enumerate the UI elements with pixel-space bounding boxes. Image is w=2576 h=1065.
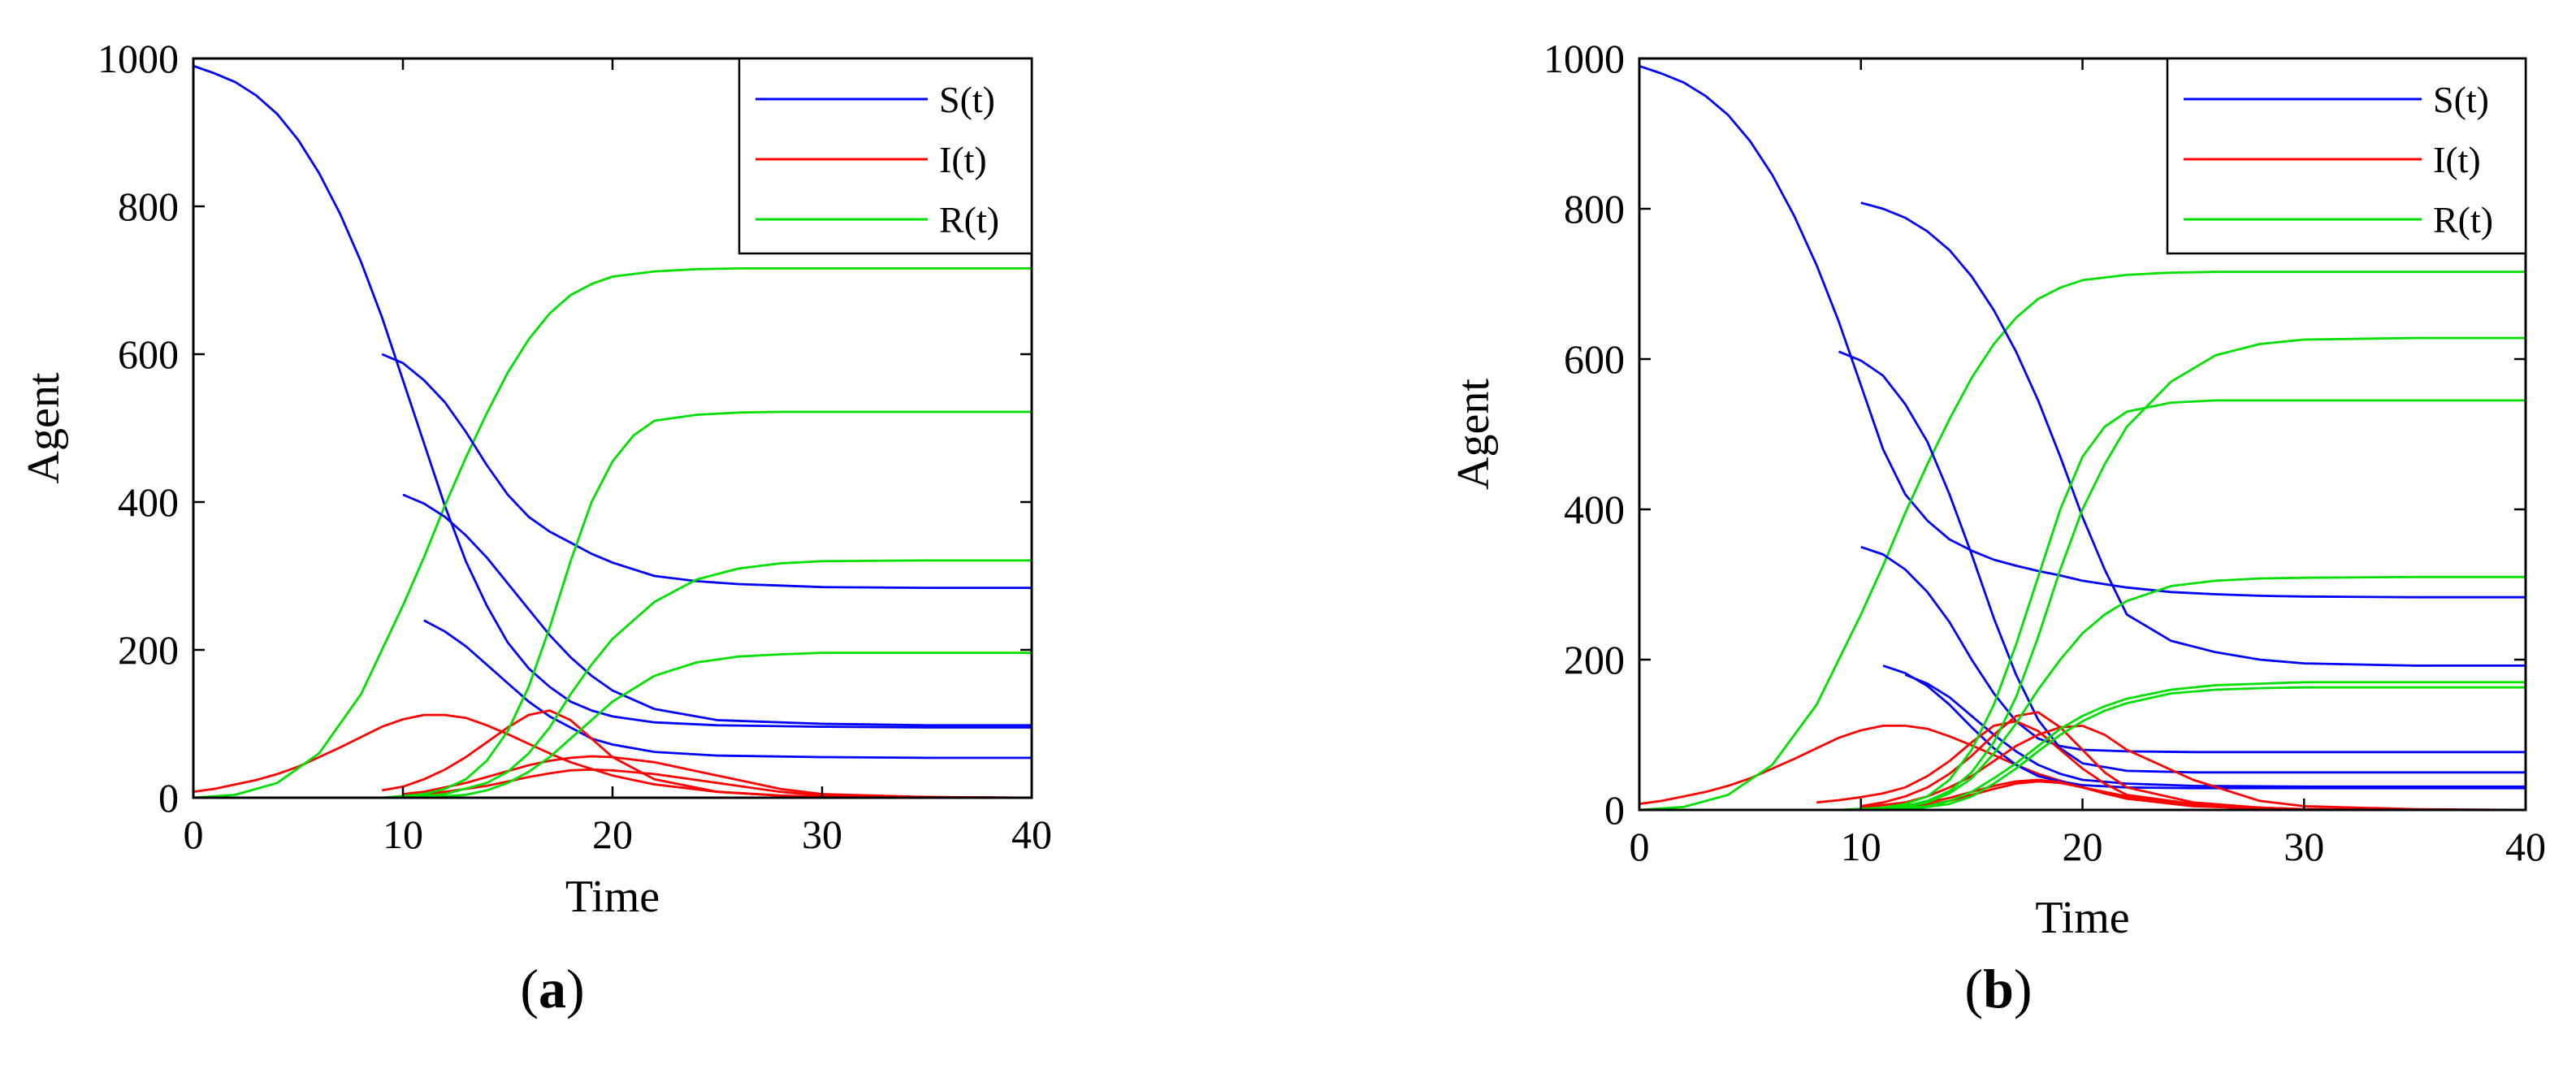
series-line-r-11 — [423, 652, 1032, 798]
series-line-r-2 — [1639, 271, 2526, 810]
series-line-r-13 — [1838, 399, 2526, 810]
series-line-s-0 — [1639, 64, 2526, 599]
x-tick-label: 30 — [2284, 824, 2324, 869]
panel-label: (a) — [520, 958, 584, 1020]
series-line-r-14 — [1860, 336, 2526, 810]
series-line-s-5 — [1860, 545, 2526, 754]
panel-a: 0 10 20 30 4002004006008001000TimeAgentS(t)I… — [19, 36, 1052, 1020]
x-axis-label: Time — [565, 872, 660, 922]
x-tick-label: 0 — [184, 812, 204, 857]
series-line-r-16 — [1882, 681, 2526, 810]
legend-box — [2166, 57, 2527, 255]
series-line-s-0 — [193, 64, 1032, 729]
x-axis-label: Time — [2035, 893, 2129, 943]
series-line-s-5 — [423, 619, 1032, 760]
series-line-r-17 — [1905, 686, 2526, 810]
series-line-i-6 — [381, 709, 1032, 798]
x-tick-label: 10 — [383, 812, 423, 857]
series-line-r-9 — [382, 410, 1032, 798]
x-tick-label: 20 — [592, 812, 633, 857]
series-line-i-8 — [423, 768, 1032, 798]
legend-label: I(t) — [2433, 139, 2481, 180]
x-tick-label: 40 — [2505, 824, 2546, 869]
y-tick-label: 600 — [1564, 336, 1625, 382]
y-tick-label: 200 — [118, 627, 179, 673]
y-tick-label: 600 — [118, 331, 179, 377]
series-line-s-6 — [1882, 665, 2526, 790]
series-line-r-2 — [193, 267, 1032, 798]
y-tick-label: 800 — [118, 184, 179, 229]
legend-label: S(t) — [2433, 79, 2489, 120]
series-line-r-10 — [402, 559, 1032, 798]
series-line-s-7 — [1904, 673, 2526, 788]
series-line-s-3 — [1860, 201, 2526, 667]
legend: S(t) I(t) R(t) — [2166, 57, 2527, 255]
series-line-i-10 — [1860, 725, 2526, 810]
series-group — [1639, 64, 2526, 810]
legend-label: R(t) — [939, 199, 999, 240]
series-line-s-4 — [402, 493, 1032, 727]
legend-label: R(t) — [2433, 199, 2493, 240]
y-tick-label: 400 — [118, 479, 179, 525]
legend-label: I(t) — [939, 139, 987, 180]
x-tick-label: 30 — [802, 812, 842, 857]
x-tick-label: 0 — [1630, 824, 1650, 869]
panel-label: (b) — [1964, 958, 2032, 1020]
series-line-r-15 — [1860, 575, 2526, 810]
y-axis-label: Agent — [19, 372, 69, 483]
x-tick-label: 20 — [2063, 824, 2103, 869]
y-tick-label: 400 — [1564, 487, 1625, 532]
y-tick-label: 0 — [158, 775, 179, 820]
y-tick-label: 0 — [1604, 787, 1625, 833]
x-tick-label: 10 — [1841, 824, 1881, 869]
legend-label: S(t) — [939, 79, 995, 120]
legend-box — [738, 57, 1033, 255]
series-line-s-3 — [381, 353, 1032, 589]
series-line-i-7 — [402, 755, 1032, 798]
y-tick-label: 1000 — [97, 36, 179, 81]
y-tick-label: 1000 — [1543, 36, 1625, 81]
legend: S(t) I(t) R(t) — [738, 57, 1033, 255]
y-axis-label: Agent — [1448, 379, 1499, 490]
series-group — [193, 64, 1032, 798]
series-line-s-4 — [1838, 350, 2526, 774]
y-tick-label: 800 — [1564, 186, 1625, 232]
y-tick-label: 200 — [1564, 637, 1625, 682]
panel-b: 0 10 20 30 4002004006008001000TimeAgentS(t)I… — [1448, 36, 2546, 1020]
x-tick-label: 40 — [1011, 812, 1052, 857]
